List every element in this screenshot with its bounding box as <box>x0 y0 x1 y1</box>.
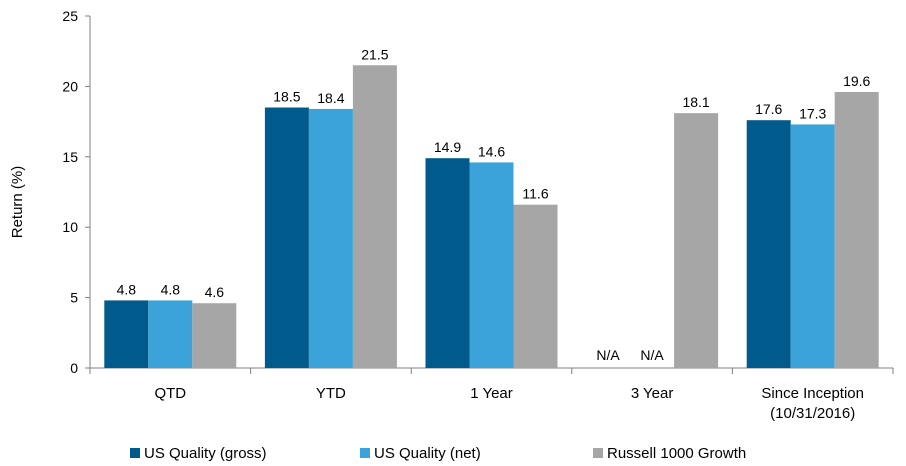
bar <box>148 300 193 368</box>
x-category-label: QTD <box>154 385 186 402</box>
y-tick-label: 15 <box>62 149 78 165</box>
y-tick-label: 0 <box>70 360 78 376</box>
y-tick-label: 5 <box>70 290 78 306</box>
data-label: 4.6 <box>205 284 225 300</box>
legend: US Quality (gross) US Quality (net) Russel… <box>130 445 746 462</box>
data-label: 11.6 <box>522 186 548 202</box>
x-category-label: Since Inception <box>761 385 864 402</box>
data-label: 17.3 <box>799 105 826 121</box>
data-label: N/A <box>640 347 664 363</box>
data-label: 17.6 <box>755 101 782 117</box>
legend-label: US Quality (gross) <box>144 445 267 462</box>
data-label: 21.5 <box>361 46 388 62</box>
bar <box>746 120 791 368</box>
chart-marks: 0 5 10 15 20 25 QTD 4.8 4.8 4.6 YTD 18.5 18.4 21.5 1 Y… <box>62 8 894 422</box>
data-label: 14.6 <box>478 143 505 159</box>
x-category-label: YTD <box>316 385 346 402</box>
data-label: N/A <box>596 347 620 363</box>
bar <box>834 92 879 369</box>
data-label: 4.8 <box>161 281 181 297</box>
x-category-label: (10/31/2016) <box>770 405 855 422</box>
data-label: 18.4 <box>317 90 344 106</box>
x-category-label: 3 Year <box>631 385 674 402</box>
data-label: 14.9 <box>434 139 461 155</box>
data-label: 19.6 <box>843 73 870 89</box>
bar <box>192 303 237 368</box>
y-tick-label: 25 <box>62 8 78 24</box>
bar <box>264 107 309 369</box>
data-label: 4.8 <box>117 281 137 297</box>
bar <box>513 204 558 368</box>
legend-swatch <box>593 448 603 458</box>
y-tick-label: 20 <box>62 78 78 94</box>
y-tick-label: 10 <box>62 219 78 235</box>
legend-swatch <box>360 448 370 458</box>
data-label: 18.1 <box>682 94 709 110</box>
legend-swatch <box>130 448 140 458</box>
bar <box>674 113 719 368</box>
legend-label: Russell 1000 Growth <box>607 445 746 462</box>
bar <box>790 124 835 368</box>
data-label: 18.5 <box>273 89 300 105</box>
bar <box>308 108 353 368</box>
x-category-label: 1 Year <box>470 385 513 402</box>
bar <box>425 158 470 368</box>
bar <box>352 65 397 368</box>
legend-label: US Quality (net) <box>374 445 481 462</box>
bar <box>104 300 149 368</box>
bar <box>469 162 514 368</box>
y-axis-title: Return (%) <box>9 166 26 239</box>
